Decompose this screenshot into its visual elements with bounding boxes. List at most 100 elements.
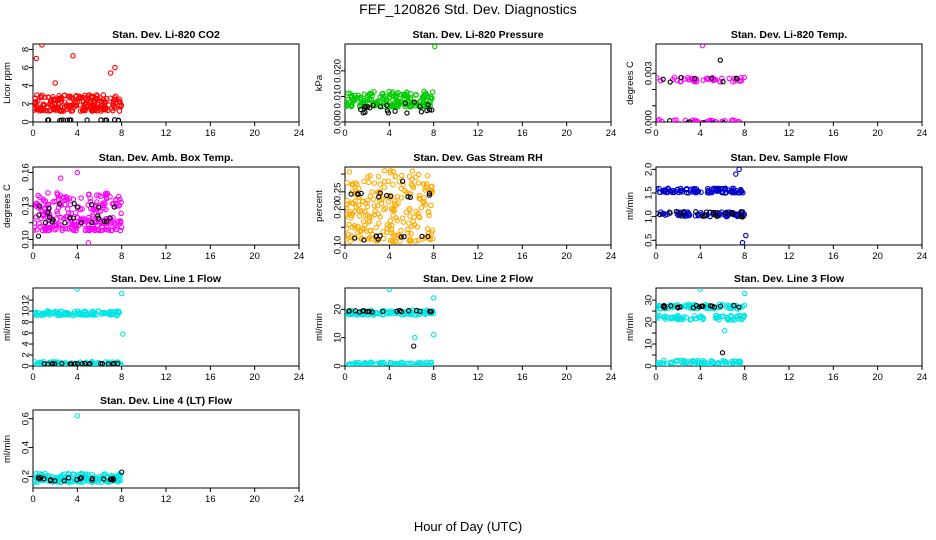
data-point bbox=[82, 227, 88, 234]
data-point bbox=[118, 290, 125, 297]
y-tick-label: 10 bbox=[21, 306, 32, 317]
data-point bbox=[392, 238, 399, 245]
data-point bbox=[371, 180, 378, 186]
series-main bbox=[33, 169, 125, 245]
data-point bbox=[357, 101, 364, 107]
x-tick-label: 24 bbox=[606, 251, 617, 262]
data-point bbox=[717, 79, 723, 85]
y-tick-label: 1.0 bbox=[644, 210, 655, 223]
data-point bbox=[94, 108, 101, 114]
data-point bbox=[345, 214, 348, 221]
x-tick-label: 4 bbox=[698, 372, 703, 383]
data-point bbox=[662, 212, 668, 218]
data-point bbox=[64, 196, 71, 203]
y-tick-label: 0.16 bbox=[21, 163, 32, 182]
data-point bbox=[92, 476, 98, 482]
series-ref bbox=[358, 99, 435, 116]
x-tick-label: 12 bbox=[784, 251, 795, 262]
series-main bbox=[33, 413, 124, 485]
data-point bbox=[350, 200, 357, 207]
data-point bbox=[673, 208, 679, 215]
data-point bbox=[426, 190, 433, 196]
data-point bbox=[349, 224, 356, 230]
data-point bbox=[399, 178, 406, 184]
data-point bbox=[389, 97, 396, 103]
data-point bbox=[86, 361, 92, 366]
data-point bbox=[62, 220, 68, 226]
data-point bbox=[693, 121, 697, 122]
data-point bbox=[418, 204, 425, 211]
data-point bbox=[401, 364, 408, 366]
data-point bbox=[73, 225, 79, 232]
data-point bbox=[729, 210, 735, 216]
y-tick-label: 10 bbox=[333, 332, 344, 343]
data-point bbox=[350, 182, 356, 188]
data-point bbox=[724, 302, 730, 308]
y-tick-label: 0.25 bbox=[333, 183, 344, 202]
data-point bbox=[389, 238, 395, 245]
data-point bbox=[708, 75, 715, 81]
data-point bbox=[665, 186, 672, 192]
data-point bbox=[107, 70, 114, 76]
data-point bbox=[685, 210, 692, 217]
x-tick-label: 12 bbox=[161, 251, 172, 262]
data-point bbox=[384, 108, 391, 114]
data-point bbox=[74, 288, 81, 292]
data-point bbox=[60, 117, 66, 122]
data-point bbox=[390, 363, 396, 366]
y-tick-label: 0.13 bbox=[21, 197, 32, 216]
x-tick-label: 0 bbox=[30, 128, 35, 139]
data-point bbox=[78, 474, 85, 481]
data-point bbox=[78, 195, 84, 201]
data-point bbox=[114, 219, 121, 225]
data-point bbox=[389, 103, 396, 109]
data-points bbox=[345, 288, 437, 366]
data-point bbox=[738, 78, 745, 84]
data-point bbox=[392, 173, 399, 179]
data-point bbox=[703, 209, 710, 215]
chart-panel-3: Stan. Dev. Li-820 Temp. degrees C 0 4 8 12 16 2… bbox=[625, 29, 927, 139]
data-point bbox=[82, 308, 89, 315]
data-point bbox=[381, 168, 388, 174]
x-axis-label: Hour of Day (UTC) bbox=[414, 519, 522, 534]
data-point bbox=[41, 310, 47, 317]
data-point bbox=[424, 185, 430, 192]
data-point bbox=[738, 315, 744, 322]
data-point bbox=[105, 361, 111, 366]
data-point bbox=[100, 200, 107, 206]
data-point bbox=[108, 476, 114, 482]
data-point bbox=[673, 120, 679, 122]
data-point bbox=[348, 191, 354, 197]
data-point bbox=[110, 107, 116, 114]
data-point bbox=[390, 181, 396, 188]
y-tick-label: 0 bbox=[21, 363, 32, 368]
data-point bbox=[722, 185, 729, 192]
data-point bbox=[710, 120, 716, 122]
data-point bbox=[72, 210, 79, 216]
data-point bbox=[362, 109, 368, 115]
data-point bbox=[86, 214, 92, 221]
data-point bbox=[52, 361, 58, 366]
x-tick-label: 4 bbox=[75, 494, 80, 505]
data-point bbox=[688, 75, 695, 82]
data-point bbox=[95, 213, 101, 219]
data-point bbox=[691, 358, 697, 365]
data-point bbox=[678, 74, 684, 81]
data-point bbox=[61, 478, 67, 484]
data-point bbox=[419, 236, 426, 242]
data-point bbox=[415, 171, 422, 178]
data-point bbox=[388, 193, 394, 199]
data-point bbox=[380, 228, 387, 235]
data-point bbox=[736, 304, 742, 310]
data-point bbox=[661, 314, 667, 321]
y-tick-label: 30 bbox=[644, 295, 655, 306]
data-point bbox=[347, 208, 353, 215]
data-point bbox=[429, 227, 436, 233]
data-point bbox=[373, 224, 379, 231]
data-point bbox=[712, 315, 719, 321]
data-point bbox=[660, 357, 667, 364]
data-point bbox=[738, 213, 744, 220]
data-point bbox=[79, 206, 85, 212]
data-point bbox=[405, 308, 412, 314]
data-point bbox=[386, 288, 393, 293]
